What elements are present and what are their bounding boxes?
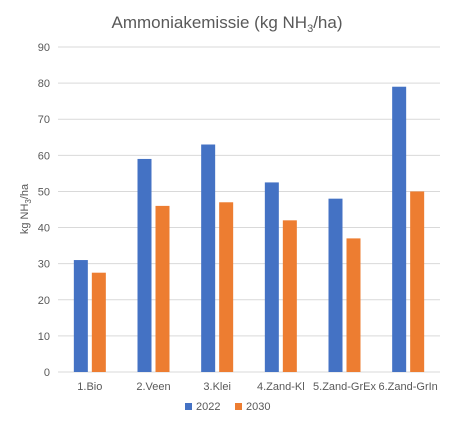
- legend: 2022 2030: [185, 401, 270, 413]
- bar-2022-2.Veen: [137, 158, 152, 372]
- chart-title: Ammoniakemissie (kg NH3/ha): [112, 13, 343, 35]
- y-tick-label: 40: [38, 223, 50, 235]
- bar-2022-6.Zand-GrIn: [392, 86, 407, 372]
- bar-2030-5.Zand-GrEx: [346, 238, 361, 372]
- legend-swatch-2022: [185, 403, 192, 410]
- y-tick-label: 60: [38, 150, 50, 162]
- bar-2022-1.Bio: [73, 260, 88, 372]
- bar-2022-3.Klei: [201, 144, 216, 372]
- legend-label: 2022: [196, 401, 220, 413]
- y-tick-label: 70: [38, 114, 50, 126]
- bar-2022-5.Zand-GrEx: [328, 198, 343, 372]
- y-tick-label: 30: [38, 259, 50, 271]
- y-tick-label: 50: [38, 186, 50, 198]
- x-category-label: 6.Zand-GrIn: [379, 381, 438, 393]
- x-category-label: 5.Zand-GrEx: [313, 381, 376, 393]
- legend-label: 2030: [246, 401, 270, 413]
- bar-2030-2.Veen: [155, 205, 170, 372]
- x-category-label: 1.Bio: [77, 381, 102, 393]
- y-tick-label: 10: [38, 331, 50, 343]
- y-tick-label: 20: [38, 295, 50, 307]
- bar-2030-3.Klei: [219, 202, 234, 372]
- bar-2022-4.Zand-Kl: [264, 182, 279, 372]
- x-axis-categories: 1.Bio 2.Veen 3.Klei 4.Zand-Kl 5.Zand-GrEx 6.Z…: [77, 381, 438, 393]
- y-tick-label: 0: [44, 367, 50, 379]
- y-axis-ticks: 0 10 20 30 40 50 60 70 80 90: [38, 42, 50, 379]
- x-category-label: 3.Klei: [203, 381, 231, 393]
- legend-swatch-2030: [235, 403, 242, 410]
- x-category-label: 2.Veen: [136, 381, 170, 393]
- y-axis-label: kg NH3/ha: [19, 183, 33, 234]
- y-tick-label: 90: [38, 42, 50, 54]
- y-tick-label: 80: [38, 78, 50, 90]
- bars: [73, 86, 425, 372]
- bar-2030-4.Zand-Kl: [282, 220, 297, 372]
- bar-2030-1.Bio: [91, 272, 106, 372]
- x-category-label: 4.Zand-Kl: [257, 381, 305, 393]
- gridlines: [58, 46, 440, 337]
- bar-2030-6.Zand-GrIn: [410, 191, 425, 372]
